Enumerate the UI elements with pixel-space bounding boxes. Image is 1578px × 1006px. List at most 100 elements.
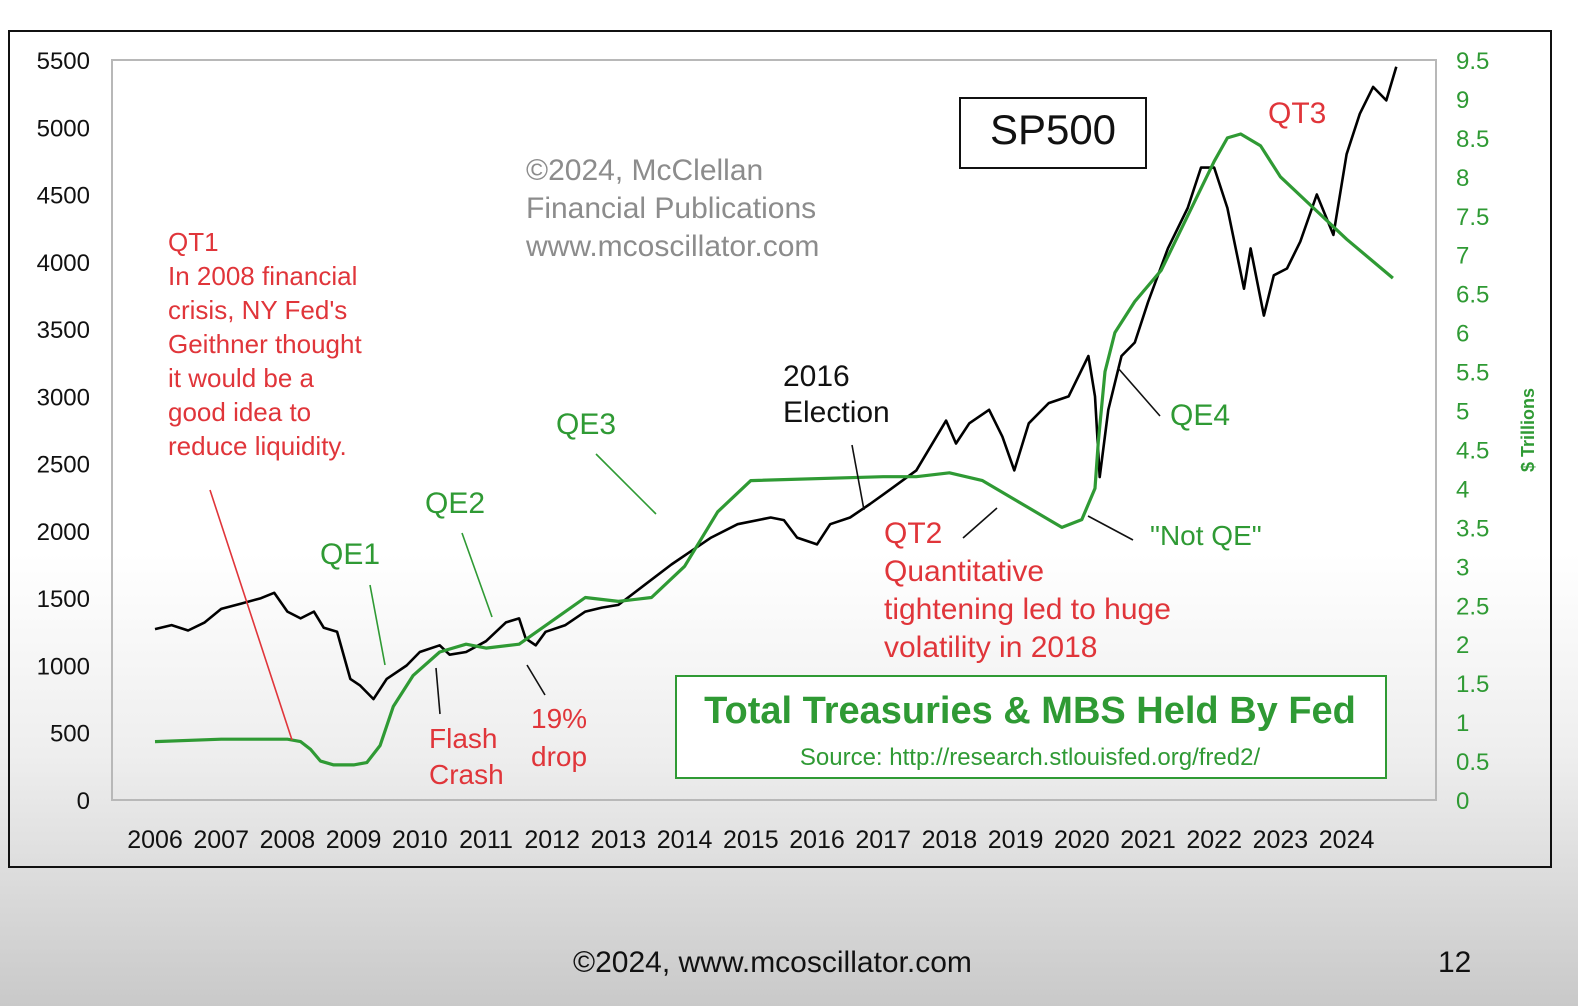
x-tick-label: 2009 [326,826,382,854]
x-tick-label: 2007 [193,826,249,854]
sp500-line [154,66,1398,701]
right-tick-label: 7.5 [1456,204,1489,231]
right-axis: 9.5 9 8.5 8 7.5 7 6.5 6 5.5 5 4.5 4 3.5 3 2.5 2 1.5 1 0.5 0… [1456,48,1538,815]
x-tick-label: 2021 [1120,826,1176,854]
x-tick-label: 2016 [789,826,845,854]
x-tick-label: 2017 [855,826,911,854]
title-box: SP500 [959,97,1147,169]
election-label: Election [783,396,890,429]
series-layer [154,66,1398,767]
x-tick-label: 2022 [1186,826,1242,854]
x-tick-label: 2012 [524,826,580,854]
right-tick-label: 5 [1456,399,1469,426]
x-tick-label: 2011 [459,826,513,854]
watermark-line: www.mcoscillator.com [525,230,819,263]
qt1-note-line: good idea to [168,397,311,427]
left-tick-label: 2500 [37,452,90,479]
left-tick-label: 5000 [37,115,90,142]
drop-label: drop [531,741,587,772]
right-tick-label: 8 [1456,165,1469,192]
x-tick-label: 2008 [260,826,316,854]
qe2-label: QE2 [425,487,485,520]
qt1-note-line: QT1 [168,227,219,257]
right-tick-label: 0 [1456,788,1469,815]
qt1-note-line: In 2008 financial [168,261,357,291]
right-tick-label: 1 [1456,710,1469,737]
left-tick-label: 3500 [37,317,90,344]
qe3-leader [595,453,657,515]
right-tick-label: 6.5 [1456,282,1489,309]
x-axis: 2006 2007 2008 2009 2010 2011 2012 2013 2014 2015… [127,826,1374,854]
right-tick-label: 8.5 [1456,126,1489,153]
x-tick-label: 2020 [1054,826,1110,854]
x-tick-label: 2023 [1253,826,1309,854]
qe1-leader [369,584,386,666]
not-qe-leader [1087,515,1134,541]
qt2-note-line: Quantitative [884,555,1044,588]
right-tick-label: 9.5 [1456,48,1489,75]
legend-source: Source: http://research.stlouisfed.org/f… [800,744,1261,771]
qt3-label: QT3 [1268,97,1326,130]
qt1-note-line: reduce liquidity. [168,431,347,461]
slide-frame [8,30,1552,868]
x-tick-label: 2014 [657,826,713,854]
left-tick-label: 3000 [37,384,90,411]
x-tick-label: 2015 [723,826,779,854]
right-tick-label: 0.5 [1456,749,1489,776]
plot-area [111,59,1437,801]
chart-title: SP500 [990,106,1116,153]
qe4-leader [1117,367,1161,417]
right-tick-label: 6 [1456,321,1469,348]
qt2-note-line: volatility in 2018 [884,631,1097,664]
qe3-label: QE3 [556,408,616,441]
left-tick-label: 1000 [37,653,90,680]
annotation-labels: ©2024, McClellan Financial Publications ww… [168,97,1326,790]
qt1-note-line: crisis, NY Fed's [168,295,347,325]
title-box-frame [959,97,1147,169]
legend-title: Total Treasuries & MBS Held By Fed [704,690,1356,732]
qe1-label: QE1 [320,538,380,571]
right-tick-label: 3 [1456,554,1469,581]
flash-crash-leader [435,667,441,715]
qt2-leader [962,507,998,539]
right-tick-label: 3.5 [1456,515,1489,542]
left-tick-label: 1500 [37,586,90,613]
left-tick-label: 2000 [37,519,90,546]
right-tick-label: 5.5 [1456,360,1489,387]
annotation-leader-lines [209,367,1161,741]
right-axis-title: $ Trillions [1518,388,1538,472]
left-tick-label: 0 [77,788,90,815]
flash-crash-label: Crash [429,759,504,790]
qt1-leader [209,489,293,741]
x-tick-label: 2018 [922,826,978,854]
qe2-leader [461,532,493,618]
x-tick-label: 2006 [127,826,183,854]
x-tick-label: 2013 [591,826,647,854]
election-leader [851,444,865,511]
fed-holdings-line [154,132,1394,767]
watermark-line: Financial Publications [526,192,816,225]
legend-box: Total Treasuries & MBS Held By Fed Sourc… [675,675,1387,779]
right-tick-label: 1.5 [1456,671,1489,698]
drop-label: 19% [531,703,587,734]
x-tick-label: 2024 [1319,826,1375,854]
right-tick-label: 4.5 [1456,437,1489,464]
x-tick-label: 2019 [988,826,1044,854]
left-tick-label: 4000 [37,250,90,277]
flash-crash-label: Flash [429,723,497,754]
legend-box-frame [675,675,1387,779]
right-tick-label: 7 [1456,243,1469,270]
qt1-note-line: it would be a [168,363,315,393]
qt2-note-line: QT2 [884,517,942,550]
qt1-note-line: Geithner thought [168,329,362,359]
not-qe-label: "Not QE" [1150,520,1262,551]
watermark-line: ©2024, McClellan [526,154,763,187]
page-number: 12 [1438,946,1472,979]
footer-copyright: ©2024, www.mcoscillator.com [573,946,972,979]
left-axis: 5500 5000 4500 4000 3500 3000 2500 2000 1500 1000… [37,48,90,815]
left-tick-label: 5500 [37,48,90,75]
election-label: 2016 [783,360,850,393]
right-tick-label: 2.5 [1456,593,1489,620]
left-tick-label: 4500 [37,183,90,210]
